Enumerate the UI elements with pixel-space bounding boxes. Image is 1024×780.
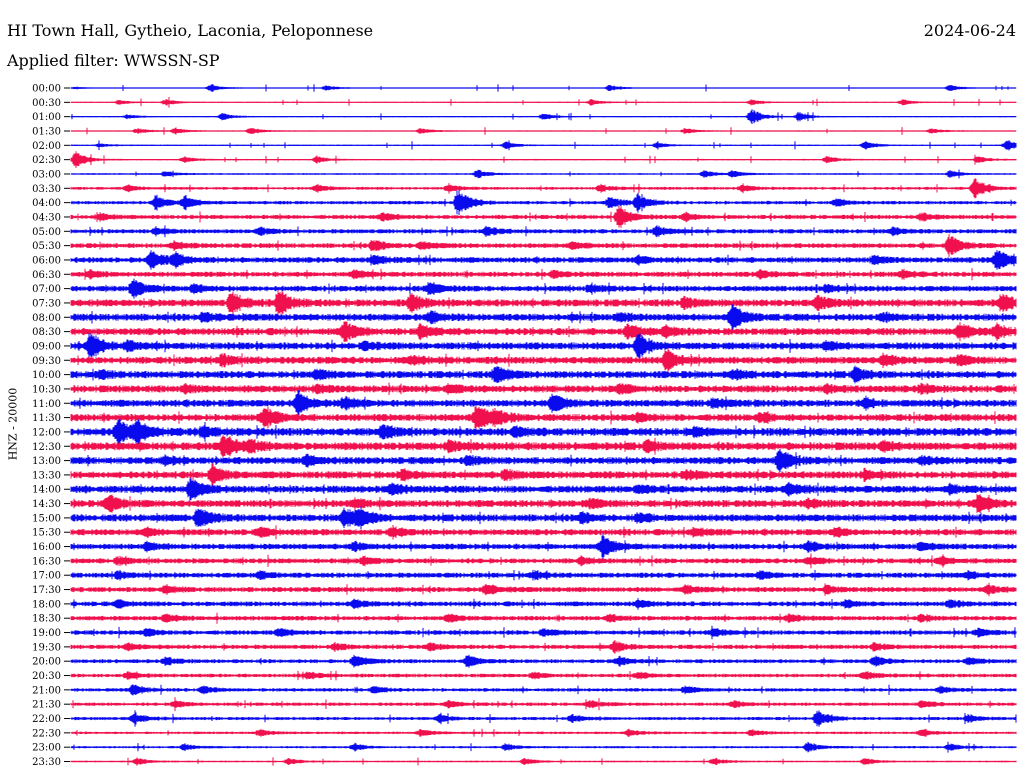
trace-label-2200: 22:00: [32, 714, 61, 725]
trace-label-1100: 11:00: [32, 399, 61, 410]
trace-label-1430: 14:30: [32, 499, 61, 510]
trace-label-1500: 15:00: [32, 513, 61, 524]
trace-label-1630: 16:30: [32, 556, 61, 567]
filter-label: Applied filter: WWSSN-SP: [7, 51, 220, 70]
trace-label-2130: 21:30: [32, 700, 61, 711]
trace-label-2330: 23:30: [32, 757, 61, 768]
trace-label-1730: 17:30: [32, 585, 61, 596]
trace-label-1330: 13:30: [32, 470, 61, 481]
trace-label-0230: 02:30: [32, 155, 61, 166]
trace-label-0830: 08:30: [32, 327, 61, 338]
trace-label-0730: 07:30: [32, 298, 61, 309]
chart-date: 2024-06-24: [923, 21, 1016, 40]
trace-label-0030: 00:30: [32, 98, 61, 109]
trace-label-2100: 21:00: [32, 685, 61, 696]
trace-label-2030: 20:30: [32, 671, 61, 682]
trace-label-0500: 05:00: [32, 227, 61, 238]
trace-label-1830: 18:30: [32, 614, 61, 625]
trace-label-1700: 17:00: [32, 571, 61, 582]
trace-label-1130: 11:30: [32, 413, 61, 424]
trace-label-1900: 19:00: [32, 628, 61, 639]
trace-label-2230: 22:30: [32, 728, 61, 739]
trace-label-1000: 10:00: [32, 370, 61, 381]
trace-label-0130: 01:30: [32, 126, 61, 137]
trace-label-0000: 00:00: [32, 84, 61, 95]
trace-label-0600: 06:00: [32, 255, 61, 266]
trace-label-2000: 20:00: [32, 657, 61, 668]
station-title: HI Town Hall, Gytheio, Laconia, Peloponn…: [7, 21, 374, 40]
trace-label-0200: 02:00: [32, 141, 61, 152]
trace-label-0530: 05:30: [32, 241, 61, 252]
trace-label-1800: 18:00: [32, 599, 61, 610]
trace-label-1200: 12:00: [32, 427, 61, 438]
trace-label-0430: 04:30: [32, 212, 61, 223]
trace-label-0330: 03:30: [32, 184, 61, 195]
trace-label-0630: 06:30: [32, 270, 61, 281]
trace-label-1400: 14:00: [32, 485, 61, 496]
trace-label-1030: 10:30: [32, 384, 61, 395]
trace-label-0900: 09:00: [32, 341, 61, 352]
trace-label-0800: 08:00: [32, 313, 61, 324]
trace-label-0930: 09:30: [32, 356, 61, 367]
trace-label-1600: 16:00: [32, 542, 61, 553]
trace-label-1930: 19:30: [32, 642, 61, 653]
trace-label-0700: 07:00: [32, 284, 61, 295]
trace-label-1300: 13:00: [32, 456, 61, 467]
trace-label-1230: 12:30: [32, 442, 61, 453]
trace-label-2300: 23:00: [32, 743, 61, 754]
trace-label-0100: 01:00: [32, 112, 61, 123]
trace-label-0300: 03:00: [32, 169, 61, 180]
trace-label-0400: 04:00: [32, 198, 61, 209]
trace-label-1530: 15:30: [32, 528, 61, 539]
